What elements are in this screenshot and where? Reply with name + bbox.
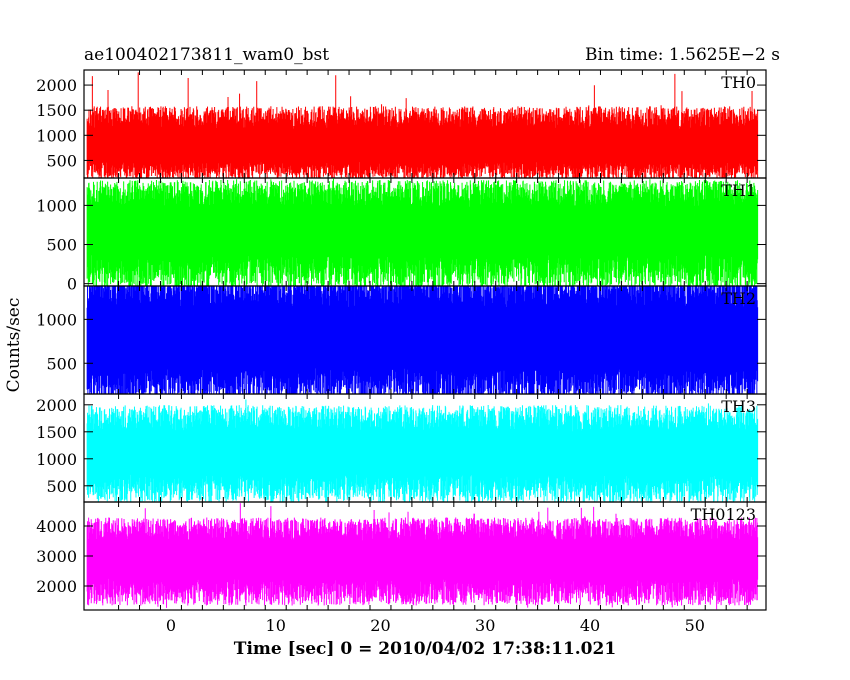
y-tick-label: 500 (46, 236, 77, 255)
panel-label-th2: TH2 (721, 289, 756, 308)
x-axis-label: Time [sec] 0 = 2010/04/02 17:38:11.021 (234, 639, 616, 659)
bin-time-label: Bin time: 1.5625E−2 s (585, 45, 780, 65)
y-tick-label: 0 (67, 275, 77, 294)
x-tick-label: 40 (580, 616, 600, 635)
series-trace-th0123 (86, 503, 759, 610)
panel-label-th3: TH3 (721, 397, 756, 416)
series-trace-th2 (86, 286, 759, 394)
x-tick-label: 30 (475, 616, 495, 635)
y-axis-label: Counts/sec (4, 298, 24, 393)
series-trace-th1 (86, 178, 759, 286)
y-tick-label: 1000 (36, 196, 77, 215)
panel-label-th0: TH0 (721, 73, 756, 92)
y-tick-label: 2000 (36, 396, 77, 415)
x-tick-label: 10 (266, 616, 286, 635)
y-tick-label: 2000 (36, 577, 77, 596)
y-tick-label: 1000 (36, 126, 77, 145)
y-tick-label: 1500 (36, 101, 77, 120)
y-tick-label: 3000 (36, 547, 77, 566)
y-tick-label: 500 (46, 354, 77, 373)
y-tick-label: 1500 (36, 423, 77, 442)
series-trace-th0 (86, 72, 759, 178)
series-trace-th3 (86, 399, 759, 502)
panel-label-th1: TH1 (721, 181, 756, 200)
y-tick-label: 500 (46, 151, 77, 170)
x-tick-label: 50 (685, 616, 705, 635)
x-tick-label: 0 (166, 616, 176, 635)
y-tick-label: 1000 (36, 310, 77, 329)
y-tick-label: 1000 (36, 450, 77, 469)
observation-id-label: ae100402173811_wam0_bst (84, 45, 329, 65)
y-tick-label: 500 (46, 477, 77, 496)
panel-label-th0123: TH0123 (691, 505, 756, 524)
y-tick-label: 4000 (36, 517, 77, 536)
y-tick-label: 2000 (36, 76, 77, 95)
x-tick-label: 20 (370, 616, 390, 635)
